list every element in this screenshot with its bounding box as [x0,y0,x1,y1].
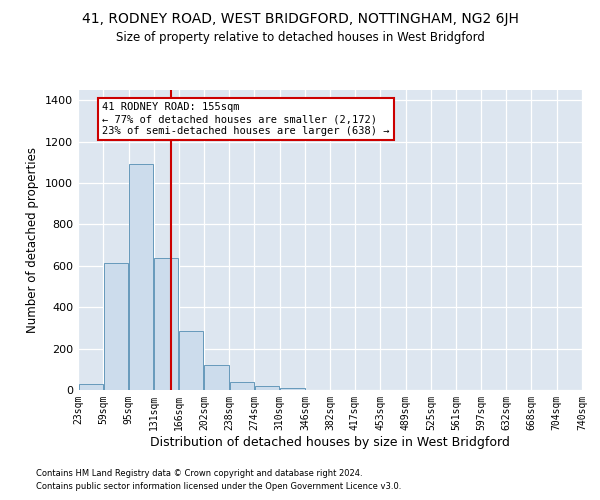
Y-axis label: Number of detached properties: Number of detached properties [26,147,40,333]
Text: Contains public sector information licensed under the Open Government Licence v3: Contains public sector information licen… [36,482,401,491]
Text: Contains HM Land Registry data © Crown copyright and database right 2024.: Contains HM Land Registry data © Crown c… [36,468,362,477]
Text: 41, RODNEY ROAD, WEST BRIDGFORD, NOTTINGHAM, NG2 6JH: 41, RODNEY ROAD, WEST BRIDGFORD, NOTTING… [82,12,518,26]
Bar [154,258,178,390]
Bar [129,164,154,390]
Bar [205,365,229,390]
X-axis label: Distribution of detached houses by size in West Bridgford: Distribution of detached houses by size … [150,436,510,448]
Bar [104,264,128,390]
Bar [79,384,103,390]
Bar [255,386,279,390]
Bar [230,382,254,390]
Bar [179,331,203,390]
Text: Size of property relative to detached houses in West Bridgford: Size of property relative to detached ho… [116,31,484,44]
Text: 41 RODNEY ROAD: 155sqm
← 77% of detached houses are smaller (2,172)
23% of semi-: 41 RODNEY ROAD: 155sqm ← 77% of detached… [102,102,389,136]
Bar [280,388,305,390]
